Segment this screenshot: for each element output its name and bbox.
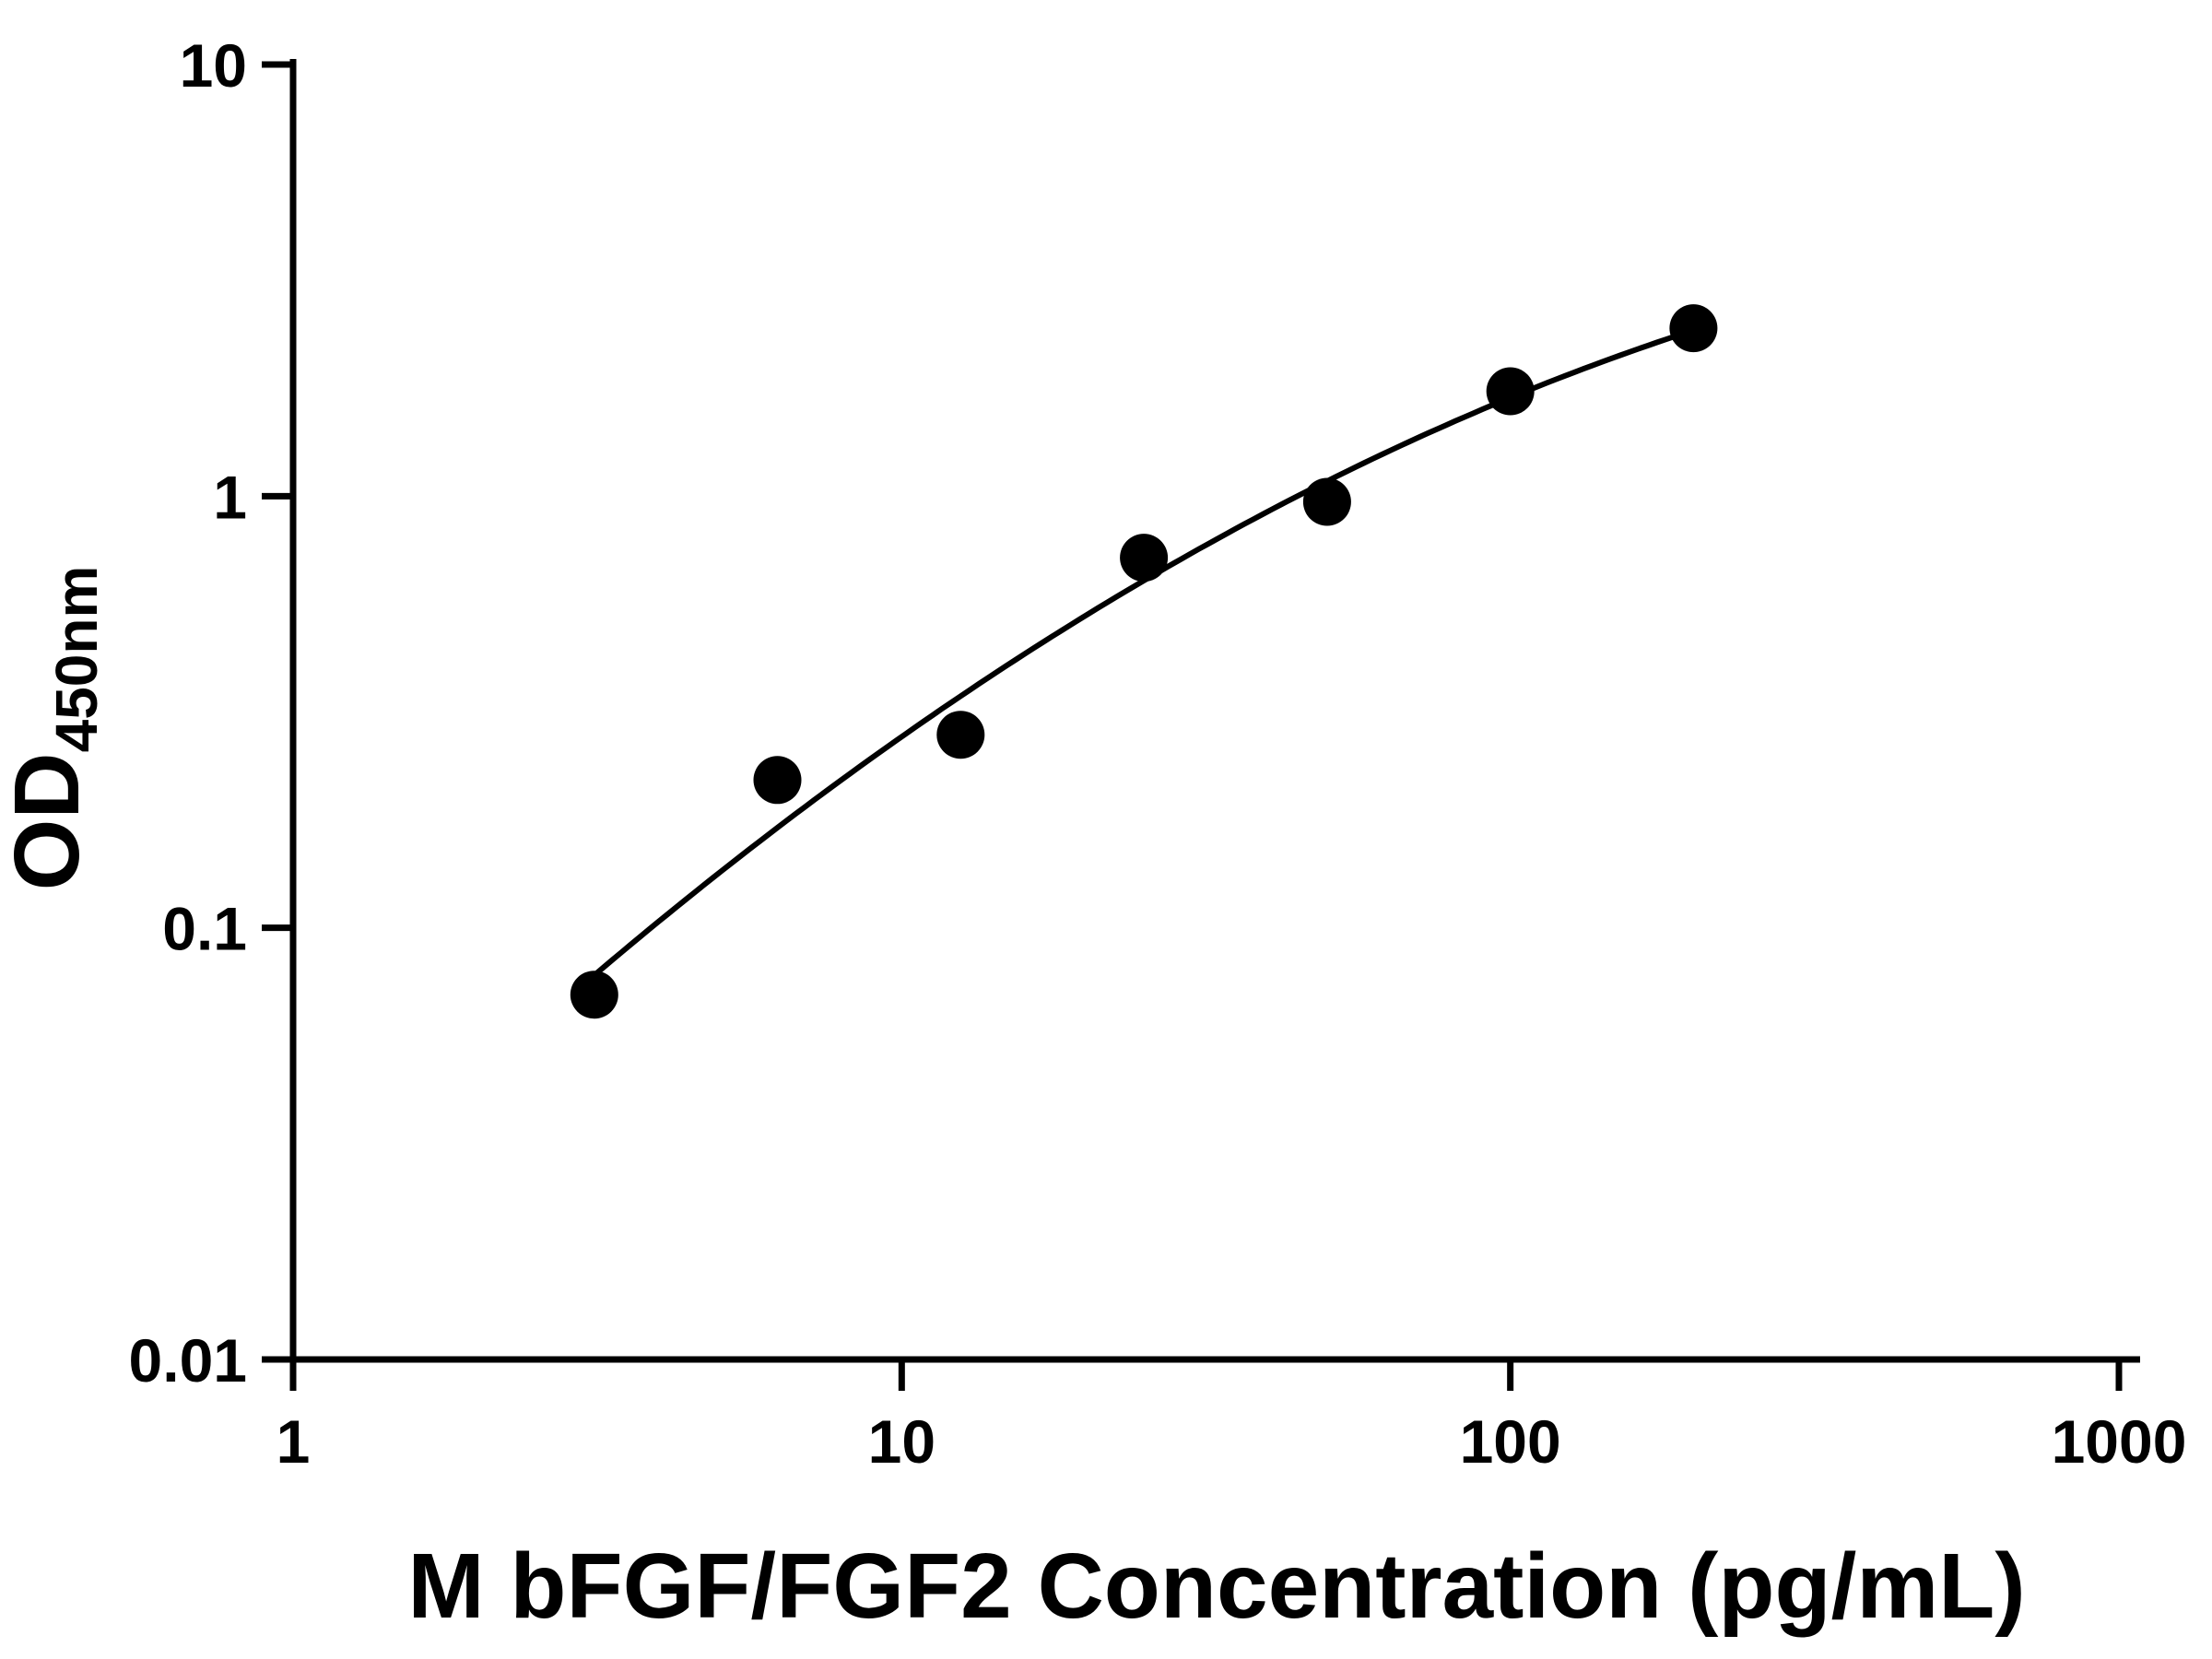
- y-axis-tick-label: 0.01: [129, 1326, 247, 1394]
- data-point: [570, 971, 618, 1019]
- y-axis-tick-label: 0.1: [162, 895, 247, 963]
- axes: 1 10 100 1000 0.01 0.1 1 10: [129, 31, 2187, 1476]
- data-points-layer: [570, 304, 1718, 1019]
- fit-curve-path: [591, 327, 1697, 979]
- axis-titles: M bFGF/FGF2 Concentration (pg/mL) OD450n…: [0, 566, 2026, 1638]
- data-point: [753, 756, 802, 805]
- fit-curve-layer: [591, 327, 1697, 979]
- data-point: [1120, 534, 1169, 582]
- x-axis-title: M bFGF/FGF2 Concentration (pg/mL): [407, 1535, 2025, 1638]
- y-axis-title-main: OD: [0, 752, 99, 890]
- x-axis-tick-label: 1000: [2052, 1407, 2187, 1476]
- x-axis-tick-label: 1: [276, 1407, 311, 1476]
- y-axis-title-subscript: 450nm: [43, 566, 110, 753]
- data-point: [1302, 477, 1351, 526]
- data-point: [1669, 304, 1718, 353]
- y-axis-title: OD450nm: [0, 566, 110, 891]
- y-axis-tick-label: 10: [180, 31, 247, 100]
- x-axis-tick-label: 10: [868, 1407, 935, 1476]
- x-axis-tick-label: 100: [1460, 1407, 1561, 1476]
- data-point: [1486, 367, 1535, 416]
- data-point: [936, 711, 985, 759]
- y-axis-tick-label: 1: [213, 463, 247, 531]
